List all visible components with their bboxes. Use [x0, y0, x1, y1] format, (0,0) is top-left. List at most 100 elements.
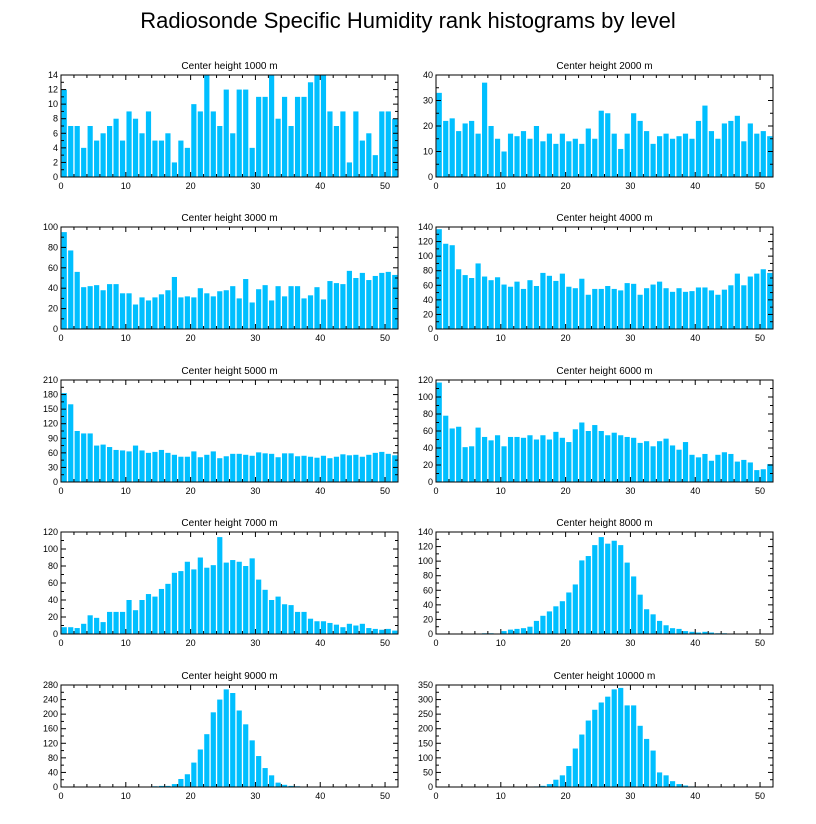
- bar: [294, 456, 301, 482]
- bar: [669, 138, 676, 177]
- bar: [372, 275, 378, 329]
- y-tick-label: 120: [418, 542, 433, 552]
- bar: [559, 437, 565, 482]
- bar: [449, 118, 455, 177]
- y-tick-label: 60: [423, 280, 433, 290]
- bar: [540, 785, 546, 787]
- x-tick-label: 0: [433, 181, 438, 191]
- bar: [81, 147, 87, 177]
- bar: [327, 281, 333, 329]
- y-tick-label: 240: [43, 695, 58, 705]
- y-tick-label: 30: [423, 96, 433, 106]
- bar: [307, 456, 314, 482]
- bar: [314, 287, 320, 329]
- bar: [436, 229, 442, 329]
- bar: [68, 250, 74, 329]
- bar: [456, 131, 462, 177]
- bar: [436, 382, 442, 482]
- y-tick-label: 280: [43, 680, 58, 690]
- x-tick-label: 40: [690, 486, 700, 496]
- bar: [262, 285, 268, 329]
- y-tick-label: 80: [423, 571, 433, 581]
- bar: [249, 558, 255, 634]
- panel-8: Center height 8000 m 0 10 20 30 40 50 0 20 40 60 80…: [418, 518, 774, 648]
- x-tick-label: 10: [496, 486, 506, 496]
- bar: [631, 705, 637, 787]
- bar: [682, 133, 689, 177]
- bar: [456, 426, 462, 482]
- bar: [760, 131, 766, 177]
- y-tick-label: 0: [428, 629, 433, 639]
- bar: [353, 278, 359, 329]
- bar: [514, 281, 520, 329]
- bar: [702, 105, 708, 177]
- bar: [145, 111, 152, 177]
- x-tick-label: 40: [690, 638, 700, 648]
- y-tick-label: 40: [423, 70, 433, 80]
- bar: [100, 290, 106, 329]
- bar: [379, 629, 385, 634]
- bar: [585, 720, 591, 787]
- bar: [540, 615, 546, 634]
- bar: [152, 596, 158, 634]
- bar: [288, 126, 294, 177]
- x-tick-label: 20: [561, 791, 571, 801]
- y-tick-label: 80: [48, 242, 58, 252]
- bar: [340, 111, 346, 177]
- panel-title: Center height 4000 m: [556, 213, 652, 224]
- y-tick-label: 100: [43, 544, 58, 554]
- bar: [443, 243, 449, 329]
- x-tick-label: 10: [496, 181, 506, 191]
- bar: [145, 300, 152, 329]
- bar: [68, 126, 74, 177]
- bar: [243, 566, 249, 634]
- bar: [767, 272, 773, 329]
- bar: [126, 600, 132, 634]
- bar: [592, 545, 598, 634]
- bar: [585, 128, 591, 177]
- bar: [204, 734, 210, 787]
- bar: [527, 280, 533, 329]
- panel-title: Center height 1000 m: [181, 61, 277, 72]
- y-tick-label: 100: [418, 556, 433, 566]
- bar: [366, 628, 372, 634]
- y-tick-label: 60: [48, 263, 58, 273]
- bar: [171, 276, 177, 329]
- y-tick-label: 150: [43, 404, 58, 414]
- bar: [346, 162, 352, 177]
- bar: [366, 133, 372, 177]
- x-tick-label: 10: [121, 638, 131, 648]
- y-tick-label: 0: [428, 172, 433, 182]
- y-tick-label: 120: [43, 419, 58, 429]
- bar: [695, 120, 702, 177]
- bar: [656, 772, 663, 787]
- bar: [223, 562, 229, 634]
- bar: [624, 133, 630, 177]
- bar: [61, 232, 67, 329]
- bar: [184, 774, 190, 787]
- bar: [663, 775, 669, 787]
- bar: [553, 431, 559, 482]
- bar: [230, 560, 236, 634]
- bar: [94, 140, 100, 177]
- bar: [507, 133, 514, 177]
- panel-title: Center height 2000 m: [556, 61, 652, 72]
- bar: [598, 110, 604, 177]
- bar: [598, 288, 604, 329]
- bar: [637, 120, 643, 177]
- bar: [637, 442, 643, 482]
- bar: [353, 625, 359, 634]
- bar: [178, 297, 184, 329]
- y-tick-label: 250: [418, 709, 433, 719]
- bar: [288, 286, 294, 329]
- bar: [68, 627, 74, 634]
- bar: [579, 734, 585, 787]
- bar: [656, 620, 663, 634]
- bar: [572, 288, 578, 329]
- bar: [507, 286, 514, 329]
- bar: [184, 296, 190, 329]
- y-tick-label: 0: [53, 782, 58, 792]
- x-tick-label: 40: [315, 486, 325, 496]
- bar: [676, 449, 682, 482]
- panel-title: Center height 6000 m: [556, 366, 652, 377]
